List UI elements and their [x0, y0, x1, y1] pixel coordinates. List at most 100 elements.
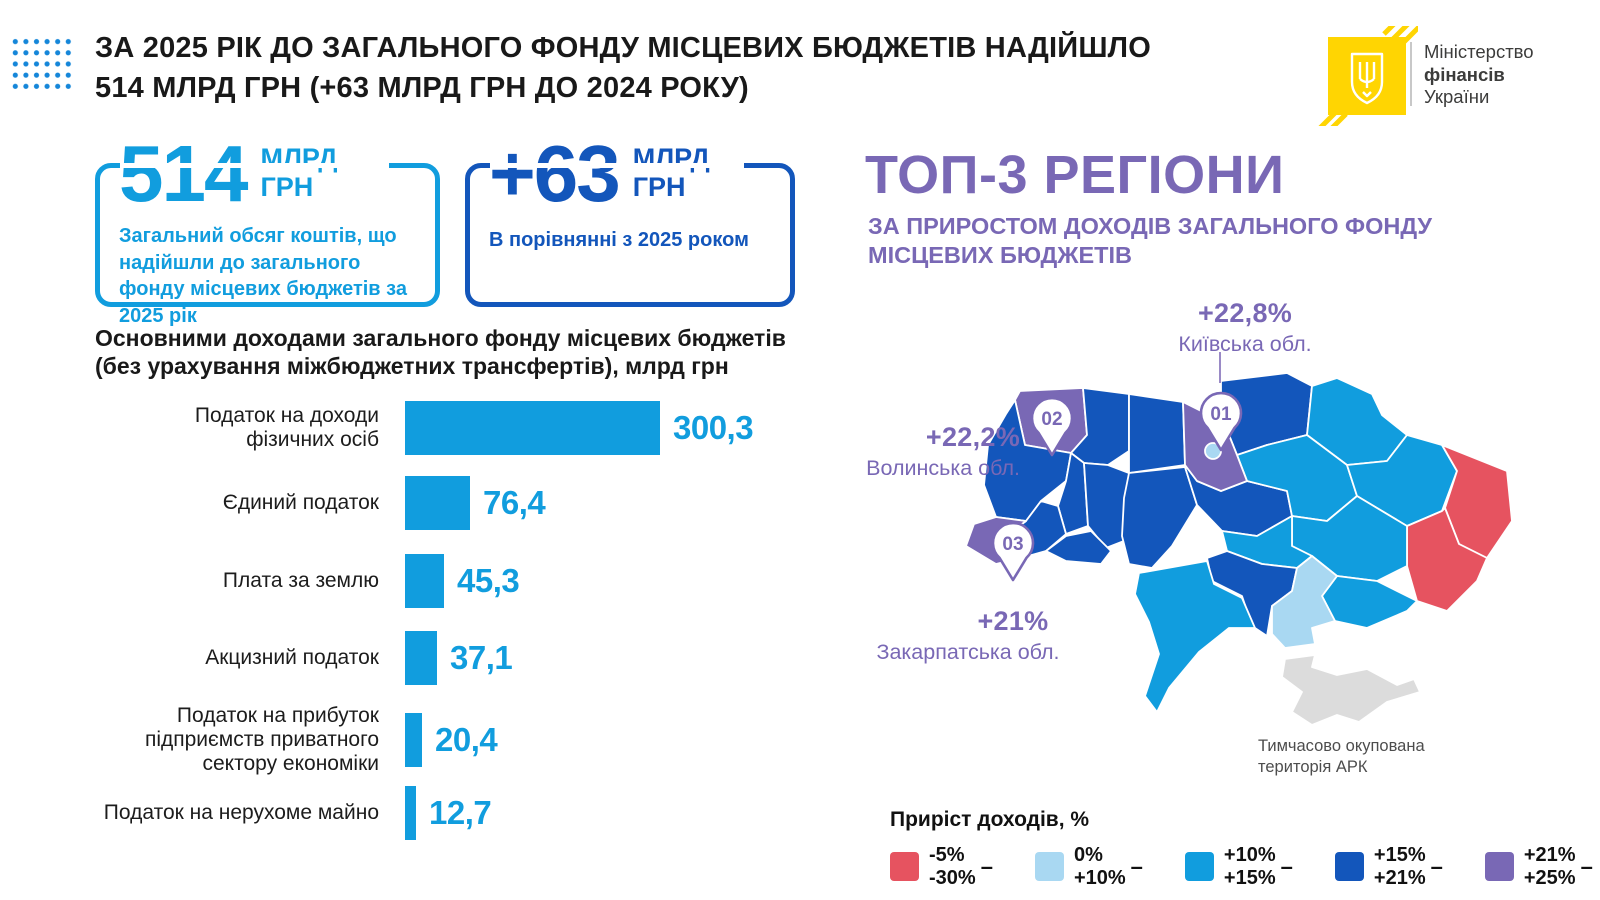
- map-pin-02: 02: [1030, 396, 1074, 457]
- map-section-subtitle: ЗА ПРИРОСТОМ ДОХОДІВ ЗАГАЛЬНОГО ФОНДУ МІ…: [868, 213, 1432, 268]
- page-title: ЗА 2025 РІК ДО ЗАГАЛЬНОГО ФОНДУ МІСЦЕВИХ…: [95, 28, 1275, 108]
- bar: [405, 554, 444, 608]
- legend-swatch-red: [890, 852, 919, 881]
- legend-label: -30%: [929, 866, 976, 889]
- bar: [405, 713, 422, 767]
- stat-card-delta: +63 МЛРД ГРН В порівнянні з 2025 роком: [465, 133, 795, 307]
- bar-label: Акцизний податок: [205, 646, 379, 669]
- legend-item: 0% +10% –: [1034, 844, 1143, 889]
- bar: [405, 401, 660, 455]
- ministry-name-line1: Міністерство: [1424, 41, 1534, 62]
- bar-label: Плата за землю: [222, 569, 379, 592]
- callout-zakarpattia: +21% Закарпатська обл.: [868, 606, 1068, 665]
- bar-value: 37,1: [450, 639, 513, 676]
- bar-label: Податок на прибуток підприємств приватно…: [144, 704, 379, 775]
- legend-item: +10% +15% –: [1184, 844, 1293, 889]
- stat-delta-value: +63: [489, 129, 621, 218]
- bar-chart-title: Основними доходами загального фонду місц…: [95, 325, 786, 379]
- legend-swatch-pale-blue: [1034, 852, 1064, 881]
- legend-swatch-blue: [1184, 852, 1214, 881]
- ministry-name-line3: України: [1424, 86, 1490, 107]
- ministry-logo: Міністерство фінансів України: [1318, 26, 1578, 126]
- region-zaporizhzhia: [1321, 575, 1418, 629]
- chart-row: Плата за землю 45,3: [95, 542, 815, 620]
- region-crimea: [1281, 654, 1421, 726]
- stat-total-unit: МЛРД ГРН: [260, 143, 338, 202]
- decorative-dots-pattern: [10, 36, 72, 91]
- legend-label: -5%: [929, 844, 965, 866]
- legend-dash: –: [1280, 853, 1293, 879]
- legend-swatch-dark-blue: [1334, 852, 1364, 881]
- legend-label: +21%: [1373, 866, 1426, 889]
- bar-value: 76,4: [483, 484, 546, 521]
- legend-item: -5% -30% –: [890, 844, 993, 889]
- region-odesa: [1134, 560, 1256, 713]
- legend-dash: –: [980, 853, 993, 879]
- bar-label: Податок на нерухоме майно: [103, 801, 379, 824]
- legend-label: +15%: [1373, 844, 1426, 866]
- bar: [405, 476, 470, 530]
- stat-total-value: 514: [119, 129, 248, 218]
- bar-value: 300,3: [673, 409, 754, 446]
- region-vinnytsia: [1121, 466, 1198, 569]
- ministry-name-line2: фінансів: [1424, 63, 1505, 85]
- pin-01-rank: 01: [1210, 404, 1232, 425]
- callout-connector-line: [1219, 352, 1221, 383]
- logo-divider: [1410, 42, 1412, 106]
- ukraine-choropleth-map: 01 02 03: [965, 372, 1513, 726]
- region-chernivtsi: [1045, 530, 1112, 565]
- tryzub-logo-icon: [1318, 26, 1418, 126]
- bar: [405, 631, 437, 685]
- legend-dash: –: [1130, 853, 1143, 879]
- crimea-note: Тимчасово окупована територія АРК: [1258, 737, 1425, 776]
- callout-kyiv: +22,8% Київська обл.: [1155, 298, 1335, 357]
- bar: [405, 786, 416, 840]
- stat-delta-unit: МЛРД ГРН: [632, 143, 710, 202]
- chart-row: Податок на прибуток підприємств приватно…: [95, 696, 815, 784]
- legend-dash: –: [1430, 853, 1443, 879]
- region-kherson: [1271, 555, 1338, 649]
- callout-volyn-region: Волинська обл.: [866, 456, 1020, 480]
- map-section-title: ТОП-3 РЕГІОНИ: [865, 145, 1285, 205]
- ministry-name: Міністерство фінансів України: [1424, 41, 1534, 109]
- legend-dash: –: [1580, 853, 1593, 879]
- legend-label: 0%: [1073, 844, 1103, 866]
- callout-volyn-value: +22,2%: [925, 422, 1020, 452]
- callout-kyiv-region: Київська обл.: [1178, 332, 1312, 356]
- legend-title: Приріст доходів, %: [890, 808, 1090, 831]
- chart-row: Податок на доходи фізичних осіб 300,3: [95, 392, 815, 464]
- callout-volyn: +22,2% Волинська обл.: [860, 422, 1020, 481]
- chart-row: Єдиний податок 76,4: [95, 464, 815, 542]
- bar-value: 20,4: [435, 721, 498, 758]
- stat-delta-description: В порівнянні з 2025 роком: [489, 229, 749, 252]
- callout-zakarpattia-value: +21%: [977, 606, 1049, 636]
- legend-label: +10%: [1223, 844, 1276, 866]
- bar-label: Єдиний податок: [222, 491, 379, 514]
- map-section: ТОП-3 РЕГІОНИ ЗА ПРИРОСТОМ ДОХОДІВ ЗАГАЛ…: [860, 130, 1600, 900]
- stat-total-description: Загальний обсяг коштів, що надійшли до з…: [119, 225, 407, 327]
- legend-label: +10%: [1073, 866, 1126, 889]
- pin-02-rank: 02: [1041, 409, 1062, 430]
- map-pin-01: 01: [1199, 391, 1243, 452]
- legend-label: +15%: [1223, 866, 1276, 889]
- callout-kyiv-value: +22,8%: [1197, 298, 1293, 328]
- bar-value: 45,3: [457, 562, 520, 599]
- page-title-line1: ЗА 2025 РІК ДО ЗАГАЛЬНОГО ФОНДУ МІСЦЕВИХ…: [95, 32, 1151, 64]
- callout-zakarpattia-region: Закарпатська обл.: [876, 640, 1060, 664]
- map-pin-03: 03: [991, 521, 1035, 582]
- legend-item: +21% +25% –: [1484, 844, 1593, 889]
- chart-row: Податок на нерухоме майно 12,7: [95, 784, 815, 842]
- pin-03-rank: 03: [1002, 534, 1023, 555]
- bar-value: 12,7: [429, 794, 492, 831]
- region-zhytomyr: [1128, 393, 1186, 474]
- legend-label: +25%: [1523, 866, 1576, 889]
- legend-label: +21%: [1523, 844, 1576, 866]
- legend-swatch-purple: [1484, 852, 1514, 881]
- bar-chart: Податок на доходи фізичних осіб 300,3 Єд…: [95, 392, 815, 842]
- legend-item: +15% +21% –: [1334, 844, 1443, 889]
- chart-row: Акцизний податок 37,1: [95, 620, 815, 696]
- page-title-line2: 514 МЛРД ГРН (+63 МЛРД ГРН ДО 2024 РОКУ): [95, 72, 749, 104]
- stat-card-total: 514 МЛРД ГРН Загальний обсяг коштів, що …: [95, 133, 440, 327]
- map-legend: -5% -30% – 0% +10% – +10% +15% –: [890, 844, 1593, 889]
